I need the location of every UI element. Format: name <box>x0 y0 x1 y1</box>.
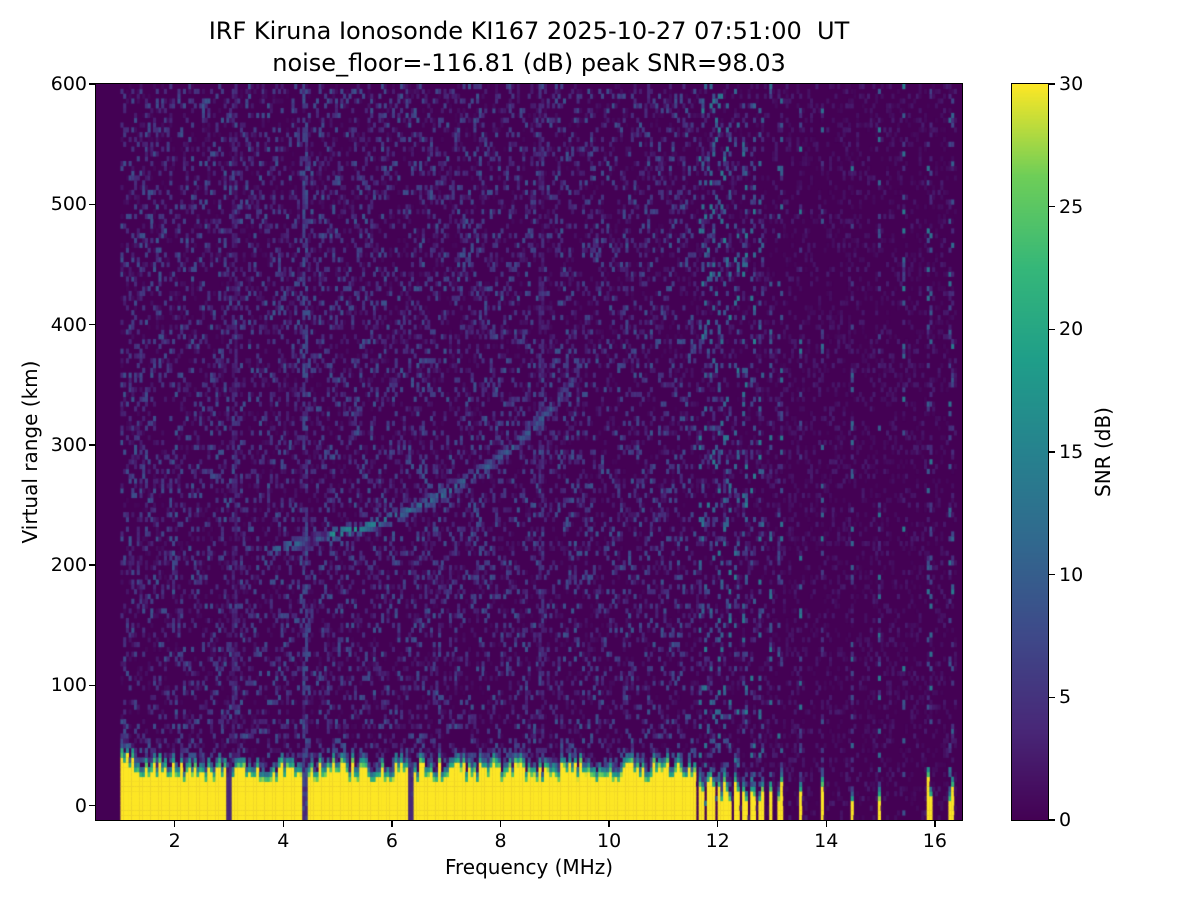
y-tick-label: 200 <box>50 554 87 577</box>
colorbar-tick-label: 30 <box>1059 73 1084 95</box>
y-tick-mark <box>89 804 95 807</box>
colorbar-tick-mark <box>1049 83 1055 85</box>
x-tick-mark <box>173 821 176 827</box>
x-tick-mark <box>391 821 393 827</box>
x-tick-label: 2 <box>168 830 181 852</box>
y-tick-label: 300 <box>50 433 87 456</box>
x-tick-label: 6 <box>385 830 398 852</box>
x-axis-label: Frequency (MHz) <box>444 855 614 879</box>
chart-subtitle: noise_floor=-116.81 (dB) peak SNR=98.03 <box>272 49 786 77</box>
colorbar-tick-label: 0 <box>1059 809 1072 831</box>
colorbar-tick-mark <box>1049 328 1055 331</box>
colorbar-tick-mark <box>1049 696 1055 699</box>
y-tick-mark <box>89 684 95 687</box>
colorbar <box>1011 83 1049 821</box>
y-tick-label: 500 <box>50 193 87 216</box>
x-tick-mark <box>934 821 936 827</box>
x-tick-mark <box>608 821 610 827</box>
chart-title: IRF Kiruna Ionosonde KI167 2025-10-27 07… <box>208 17 850 45</box>
y-tick-label: 400 <box>50 313 87 336</box>
y-tick-label: 100 <box>50 674 87 697</box>
x-tick-label: 10 <box>596 830 622 852</box>
x-tick-label: 4 <box>277 830 290 852</box>
x-tick-mark <box>282 821 285 827</box>
x-tick-label: 12 <box>705 830 730 852</box>
x-tick-mark <box>499 821 502 827</box>
y-tick-label: 0 <box>74 794 87 817</box>
x-tick-mark <box>825 821 827 827</box>
colorbar-tick-label: 10 <box>1059 563 1084 586</box>
y-tick-label: 600 <box>50 73 87 95</box>
y-tick-mark <box>89 444 95 446</box>
colorbar-canvas <box>1012 84 1048 820</box>
y-tick-mark <box>89 83 95 85</box>
plot-area <box>95 83 963 821</box>
colorbar-tick-mark <box>1049 451 1055 453</box>
x-tick-label: 14 <box>814 830 839 852</box>
ionogram-heatmap-canvas <box>96 84 962 820</box>
x-tick-label: 8 <box>494 830 507 852</box>
colorbar-tick-label: 20 <box>1059 318 1084 341</box>
colorbar-tick-mark <box>1049 819 1055 821</box>
y-tick-mark <box>89 323 95 326</box>
colorbar-tick-label: 5 <box>1059 686 1072 709</box>
y-tick-mark <box>89 564 95 566</box>
colorbar-tick-mark <box>1049 573 1055 576</box>
x-tick-label: 16 <box>922 830 947 852</box>
y-tick-mark <box>89 203 95 205</box>
colorbar-tick-label: 15 <box>1059 441 1084 463</box>
colorbar-tick-label: 25 <box>1059 195 1084 218</box>
x-tick-mark <box>716 821 719 827</box>
colorbar-tick-mark <box>1049 205 1055 208</box>
